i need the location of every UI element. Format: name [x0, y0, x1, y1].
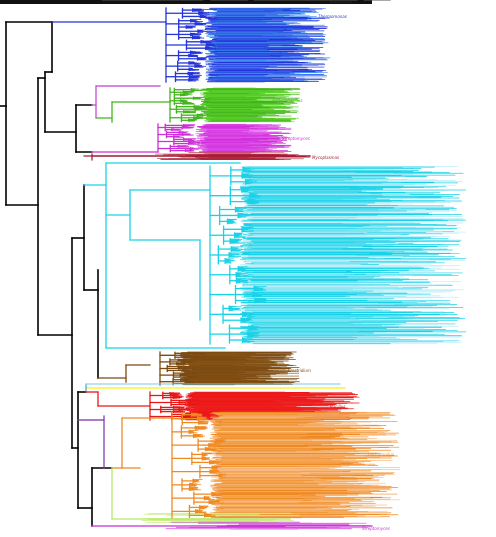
leaf-label-blue: Thermomonas: [318, 14, 347, 19]
leaf-label-orange: Lactobacillus: [368, 452, 394, 457]
top-strip-label: Proteobacteria: [330, 0, 352, 4]
leaf-label-red: Bacillus: [330, 404, 345, 409]
leaf-label-magenta: Streptomyces: [282, 136, 310, 141]
top-strip: [0, 0, 372, 4]
leaf-label-darkred: Mycoplasmas: [312, 155, 339, 160]
leaf-label-brown: Clostridium: [288, 368, 311, 373]
leaf-label-green: Alicyclobacillus: [271, 98, 302, 103]
leaf-label-purple-bottom: Streptomyces: [362, 526, 390, 531]
